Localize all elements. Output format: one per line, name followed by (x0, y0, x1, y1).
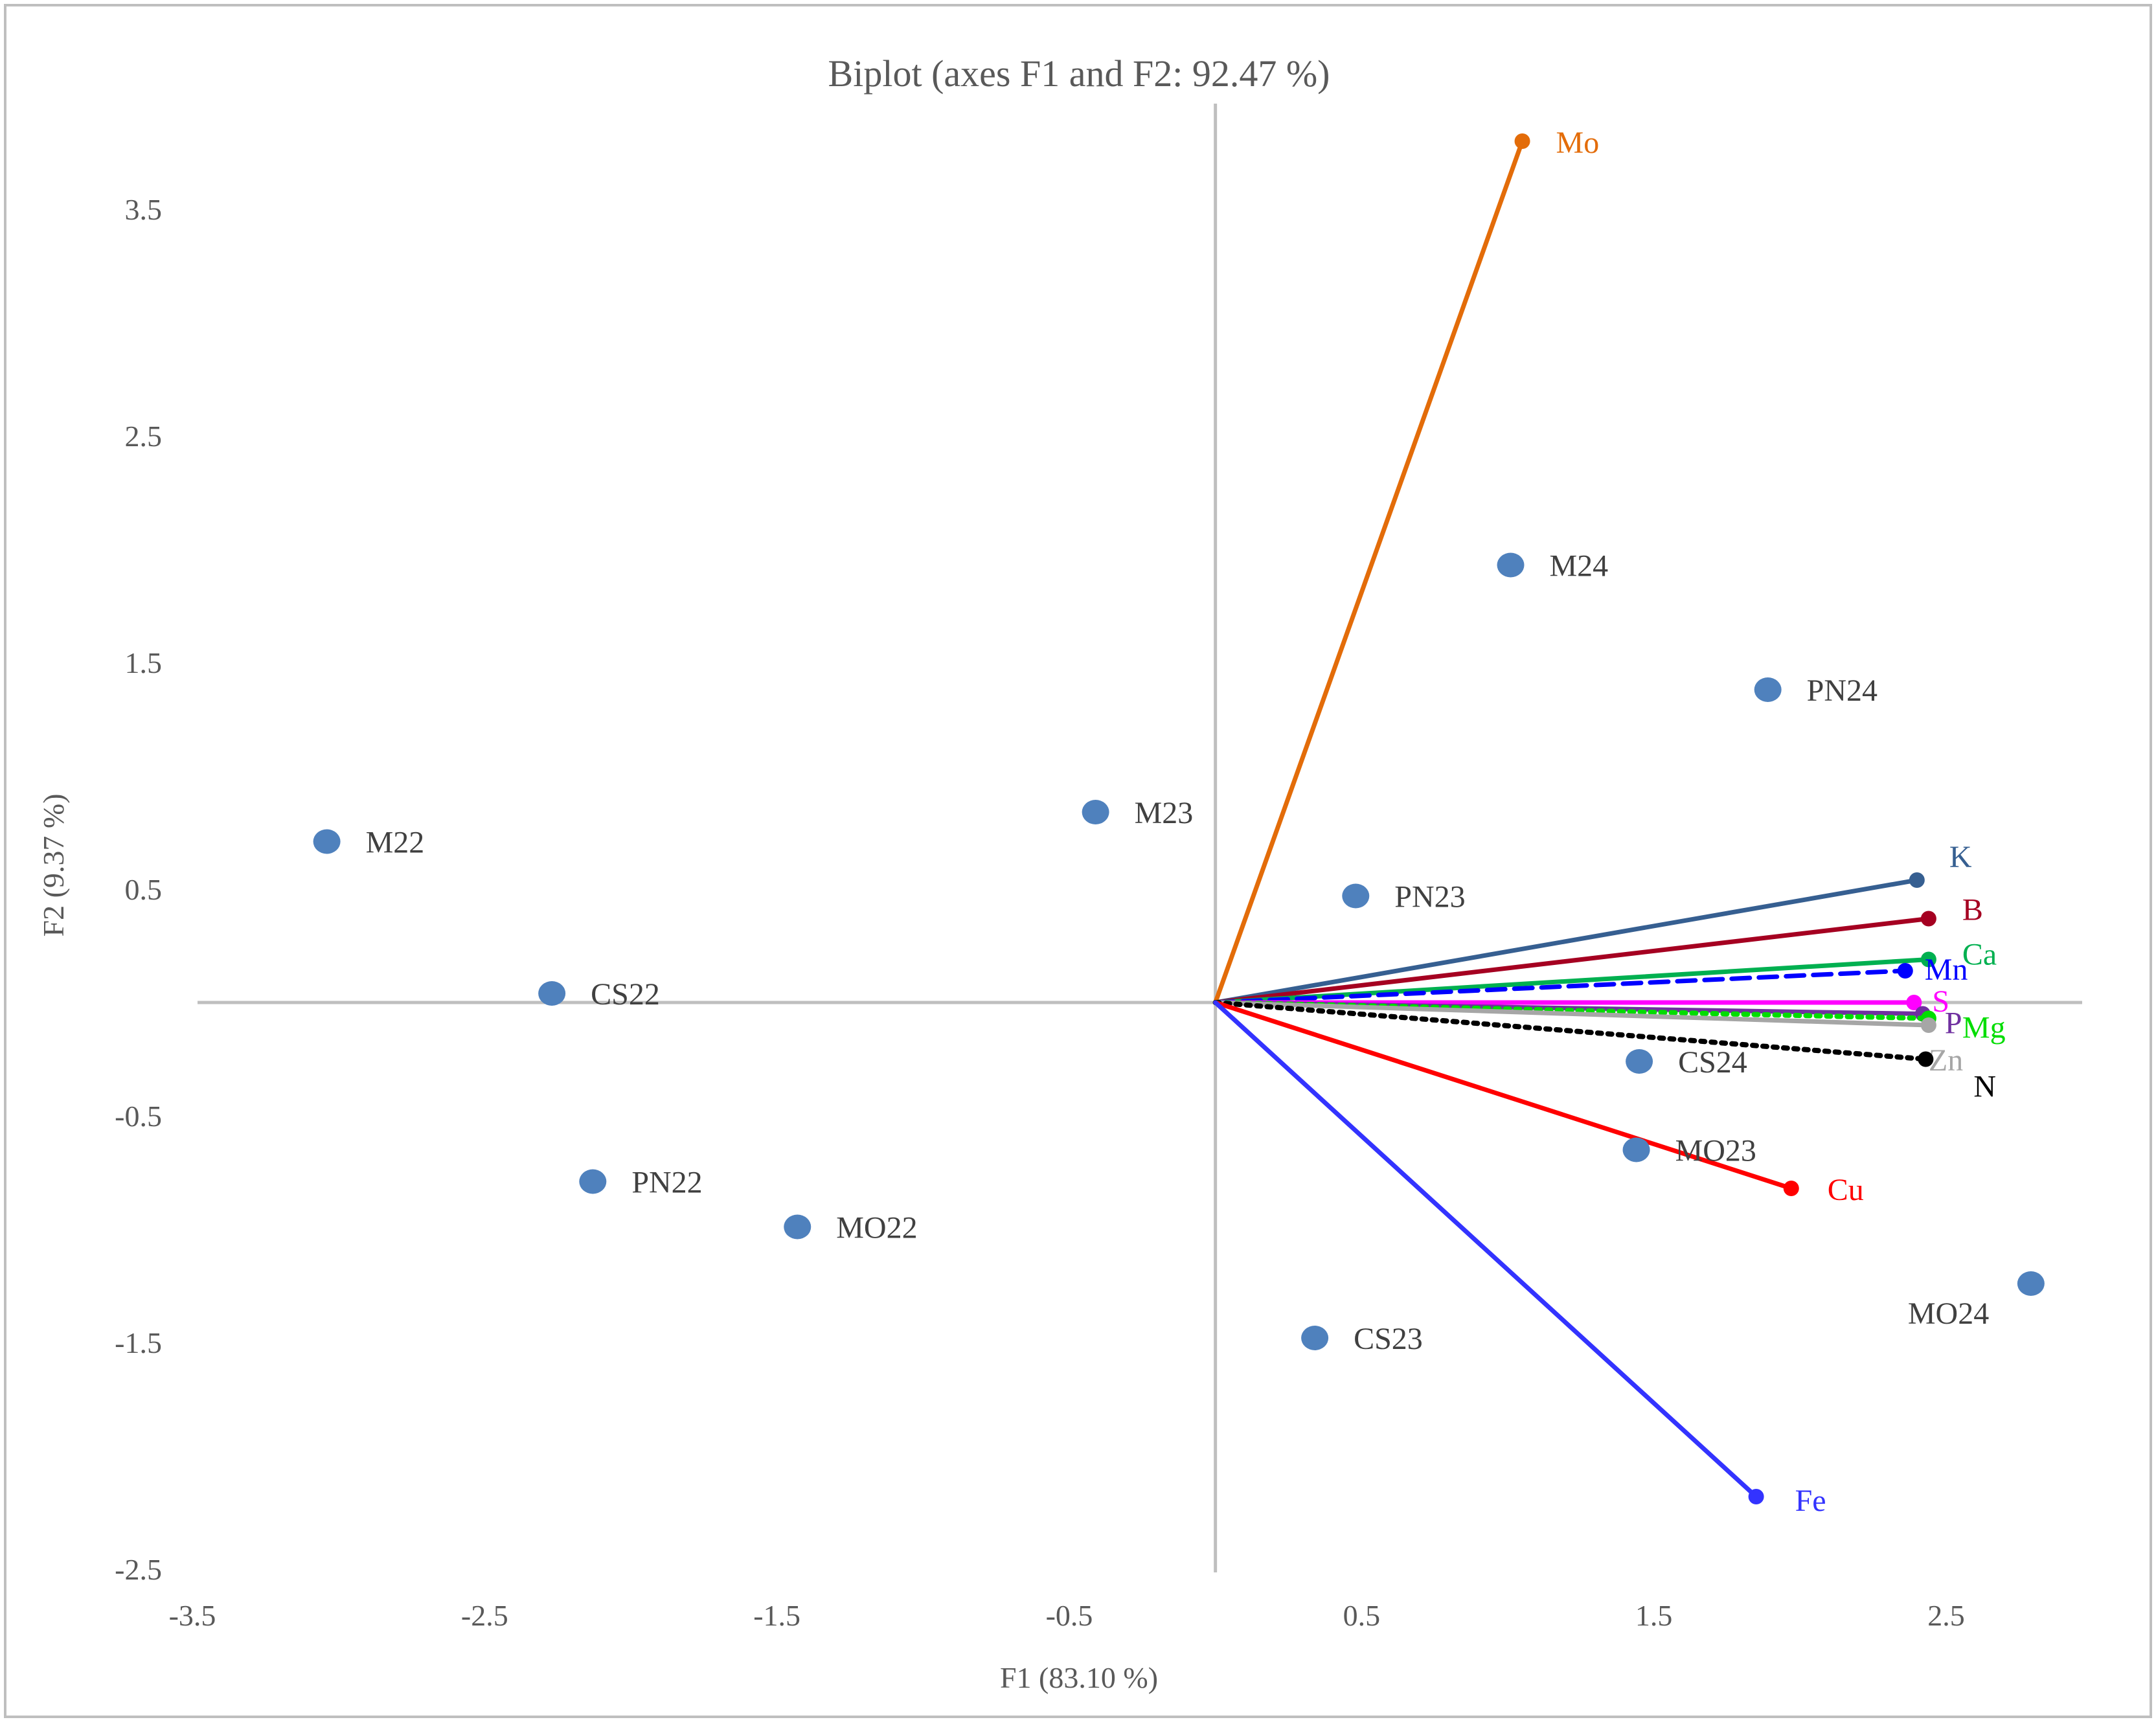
vector-n (1212, 1000, 1929, 1062)
y-tick-label: 2.5 (125, 420, 163, 453)
vector-label-zn: Zn (1929, 1043, 1963, 1078)
vector-label-s: S (1932, 984, 1949, 1019)
x-tick-label: -0.5 (1046, 1599, 1093, 1632)
y-axis-title: F2 (9.37 %) (37, 793, 70, 936)
chart-title: Biplot (axes F1 and F2: 92.47 %) (828, 52, 1330, 95)
vector-tip-k (1909, 872, 1925, 888)
x-tick-label: 0.5 (1343, 1599, 1381, 1632)
vector-tip-s (1906, 995, 1922, 1010)
vector-k (1213, 878, 1920, 1005)
vector-tip-b (1920, 911, 1936, 927)
vector-label-p: P (1945, 1006, 1962, 1041)
observation-label-m24: M24 (1549, 549, 1608, 583)
observation-point-mo24 (2017, 1271, 2045, 1296)
tick-labels: -3.5 -2.5 -1.5 -0.5 0.5 1.5 2.53.52.51.50.5-0.… (115, 193, 1965, 1632)
vector-tip-mn (1897, 963, 1913, 979)
x-tick-label: 1.5 (1635, 1599, 1673, 1632)
observation-label-cs24: CS24 (1678, 1045, 1747, 1080)
observation-label-cs22: CS22 (591, 977, 660, 1012)
vector-b (1213, 916, 1931, 1005)
vector-zn (1213, 1000, 1931, 1028)
y-tick-label: 0.5 (125, 873, 163, 906)
observation-point-mo23 (1622, 1137, 1650, 1162)
vector-label-cu: Cu (1828, 1173, 1864, 1207)
observation-label-mo24: MO24 (1908, 1297, 1989, 1331)
y-tick-label: -2.5 (115, 1553, 162, 1586)
vector-cu (1213, 1000, 1794, 1191)
x-axis-title: F1 (83.10 %) (1000, 1661, 1158, 1694)
vector-tip-mo (1514, 133, 1530, 149)
x-tick-label: -2.5 (461, 1599, 508, 1632)
y-tick-label: -1.5 (115, 1326, 162, 1359)
vector-label-mo: Mo (1556, 126, 1600, 160)
observation-points: M22 CS22 PN22 MO22 M23 PN23 CS23 M24 PN24 CS24 MO2… (313, 549, 2045, 1356)
vector-mn (1213, 968, 1908, 1005)
vector-tip-fe (1748, 1489, 1764, 1504)
vector-label-k: K (1949, 840, 1972, 874)
vector-tip-zn (1920, 1017, 1936, 1033)
observation-label-pn24: PN24 (1807, 674, 1878, 708)
observation-label-pn23: PN23 (1394, 880, 1465, 914)
vector-label-fe: Fe (1795, 1484, 1826, 1518)
observation-label-mo23: MO23 (1675, 1134, 1756, 1168)
vector-mo (1213, 139, 1525, 1005)
x-tick-label: -1.5 (753, 1599, 800, 1632)
observation-label-m23: M23 (1135, 796, 1194, 830)
y-tick-label: 3.5 (125, 193, 163, 226)
observation-point-m24 (1497, 552, 1525, 578)
chart-border (4, 4, 2152, 1718)
observation-point-mo22 (784, 1214, 811, 1240)
x-tick-label: -3.5 (169, 1599, 216, 1632)
observation-point-cs24 (1626, 1049, 1653, 1074)
vector-label-mn: Mn (1925, 953, 1968, 987)
vector-label-b: B (1962, 893, 1983, 927)
x-tick-label: 2.5 (1927, 1599, 1965, 1632)
observation-point-m23 (1082, 800, 1109, 824)
y-tick-label: -0.5 (115, 1100, 162, 1133)
observation-point-pn22 (579, 1169, 607, 1194)
observation-point-m22 (313, 829, 341, 854)
observation-point-pn23 (1342, 883, 1370, 909)
vector-tip-cu (1783, 1181, 1799, 1196)
vector-label-mg: Mg (1962, 1011, 2006, 1045)
observation-point-pn24 (1754, 677, 1782, 702)
vector-tip-n (1918, 1051, 1934, 1067)
observation-label-mo22: MO22 (836, 1211, 917, 1245)
observation-point-cs22 (538, 981, 566, 1006)
observation-label-pn22: PN22 (631, 1166, 702, 1200)
observation-label-m22: M22 (366, 826, 425, 860)
observation-label-cs23: CS23 (1354, 1322, 1423, 1356)
vector-label-ca: Ca (1962, 938, 1997, 972)
vector-fe (1213, 1000, 1759, 1499)
vector-label-n: N (1973, 1070, 1996, 1104)
y-tick-label: 1.5 (125, 646, 163, 679)
observation-point-cs23 (1301, 1326, 1329, 1350)
vector-tip-ca (1920, 951, 1936, 968)
